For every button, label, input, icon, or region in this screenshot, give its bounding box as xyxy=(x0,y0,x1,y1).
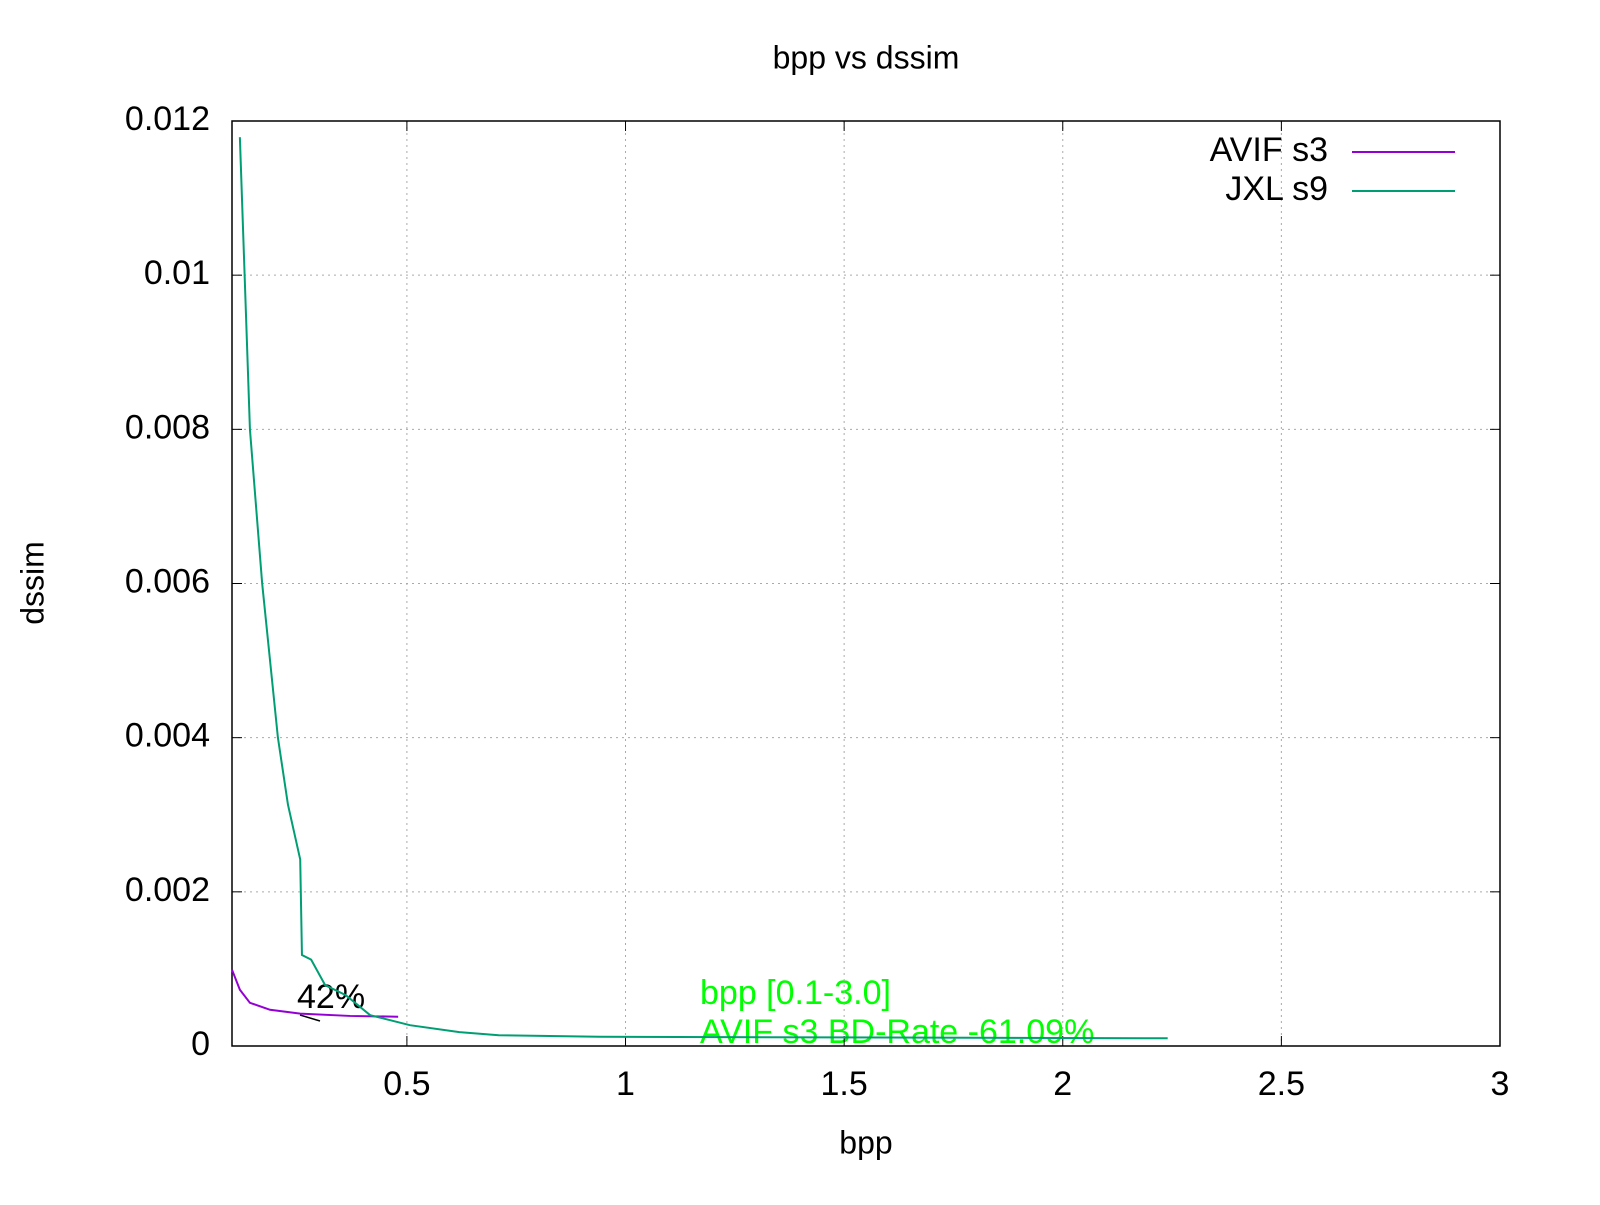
y-tick-label: 0.012 xyxy=(125,100,210,138)
series-line xyxy=(238,137,1168,1040)
x-tick-label: 1 xyxy=(616,1065,635,1103)
annotation: bpp [0.1-3.0] xyxy=(700,974,891,1012)
y-tick-label: 0.006 xyxy=(125,562,210,600)
x-axis-label: bpp xyxy=(839,1124,892,1160)
x-tick-label: 3 xyxy=(1491,1065,1510,1103)
x-tick-label: 2 xyxy=(1053,1065,1072,1103)
chart-title: bpp vs dssim xyxy=(773,39,960,75)
x-tick-label: 2.5 xyxy=(1258,1065,1305,1103)
annotation: AVIF s3 BD-Rate -61.09% xyxy=(700,1013,1094,1051)
legend-label: AVIF s3 xyxy=(1210,131,1328,169)
x-tick-label: 1.5 xyxy=(821,1065,868,1103)
plot-frame xyxy=(231,120,1501,1047)
series-line xyxy=(231,969,399,1018)
annotation-arrow xyxy=(299,1014,321,1022)
legend-label: JXL s9 xyxy=(1225,170,1328,208)
annotation: 42% xyxy=(297,978,365,1016)
y-tick-label: 0 xyxy=(191,1025,210,1063)
x-tick-label: 0.5 xyxy=(383,1065,430,1103)
y-axis-label: dssim xyxy=(14,541,50,625)
y-tick-label: 0.002 xyxy=(125,871,210,909)
y-tick-label: 0.008 xyxy=(125,408,210,446)
y-tick-label: 0.01 xyxy=(144,254,210,292)
y-tick-label: 0.004 xyxy=(125,717,210,755)
